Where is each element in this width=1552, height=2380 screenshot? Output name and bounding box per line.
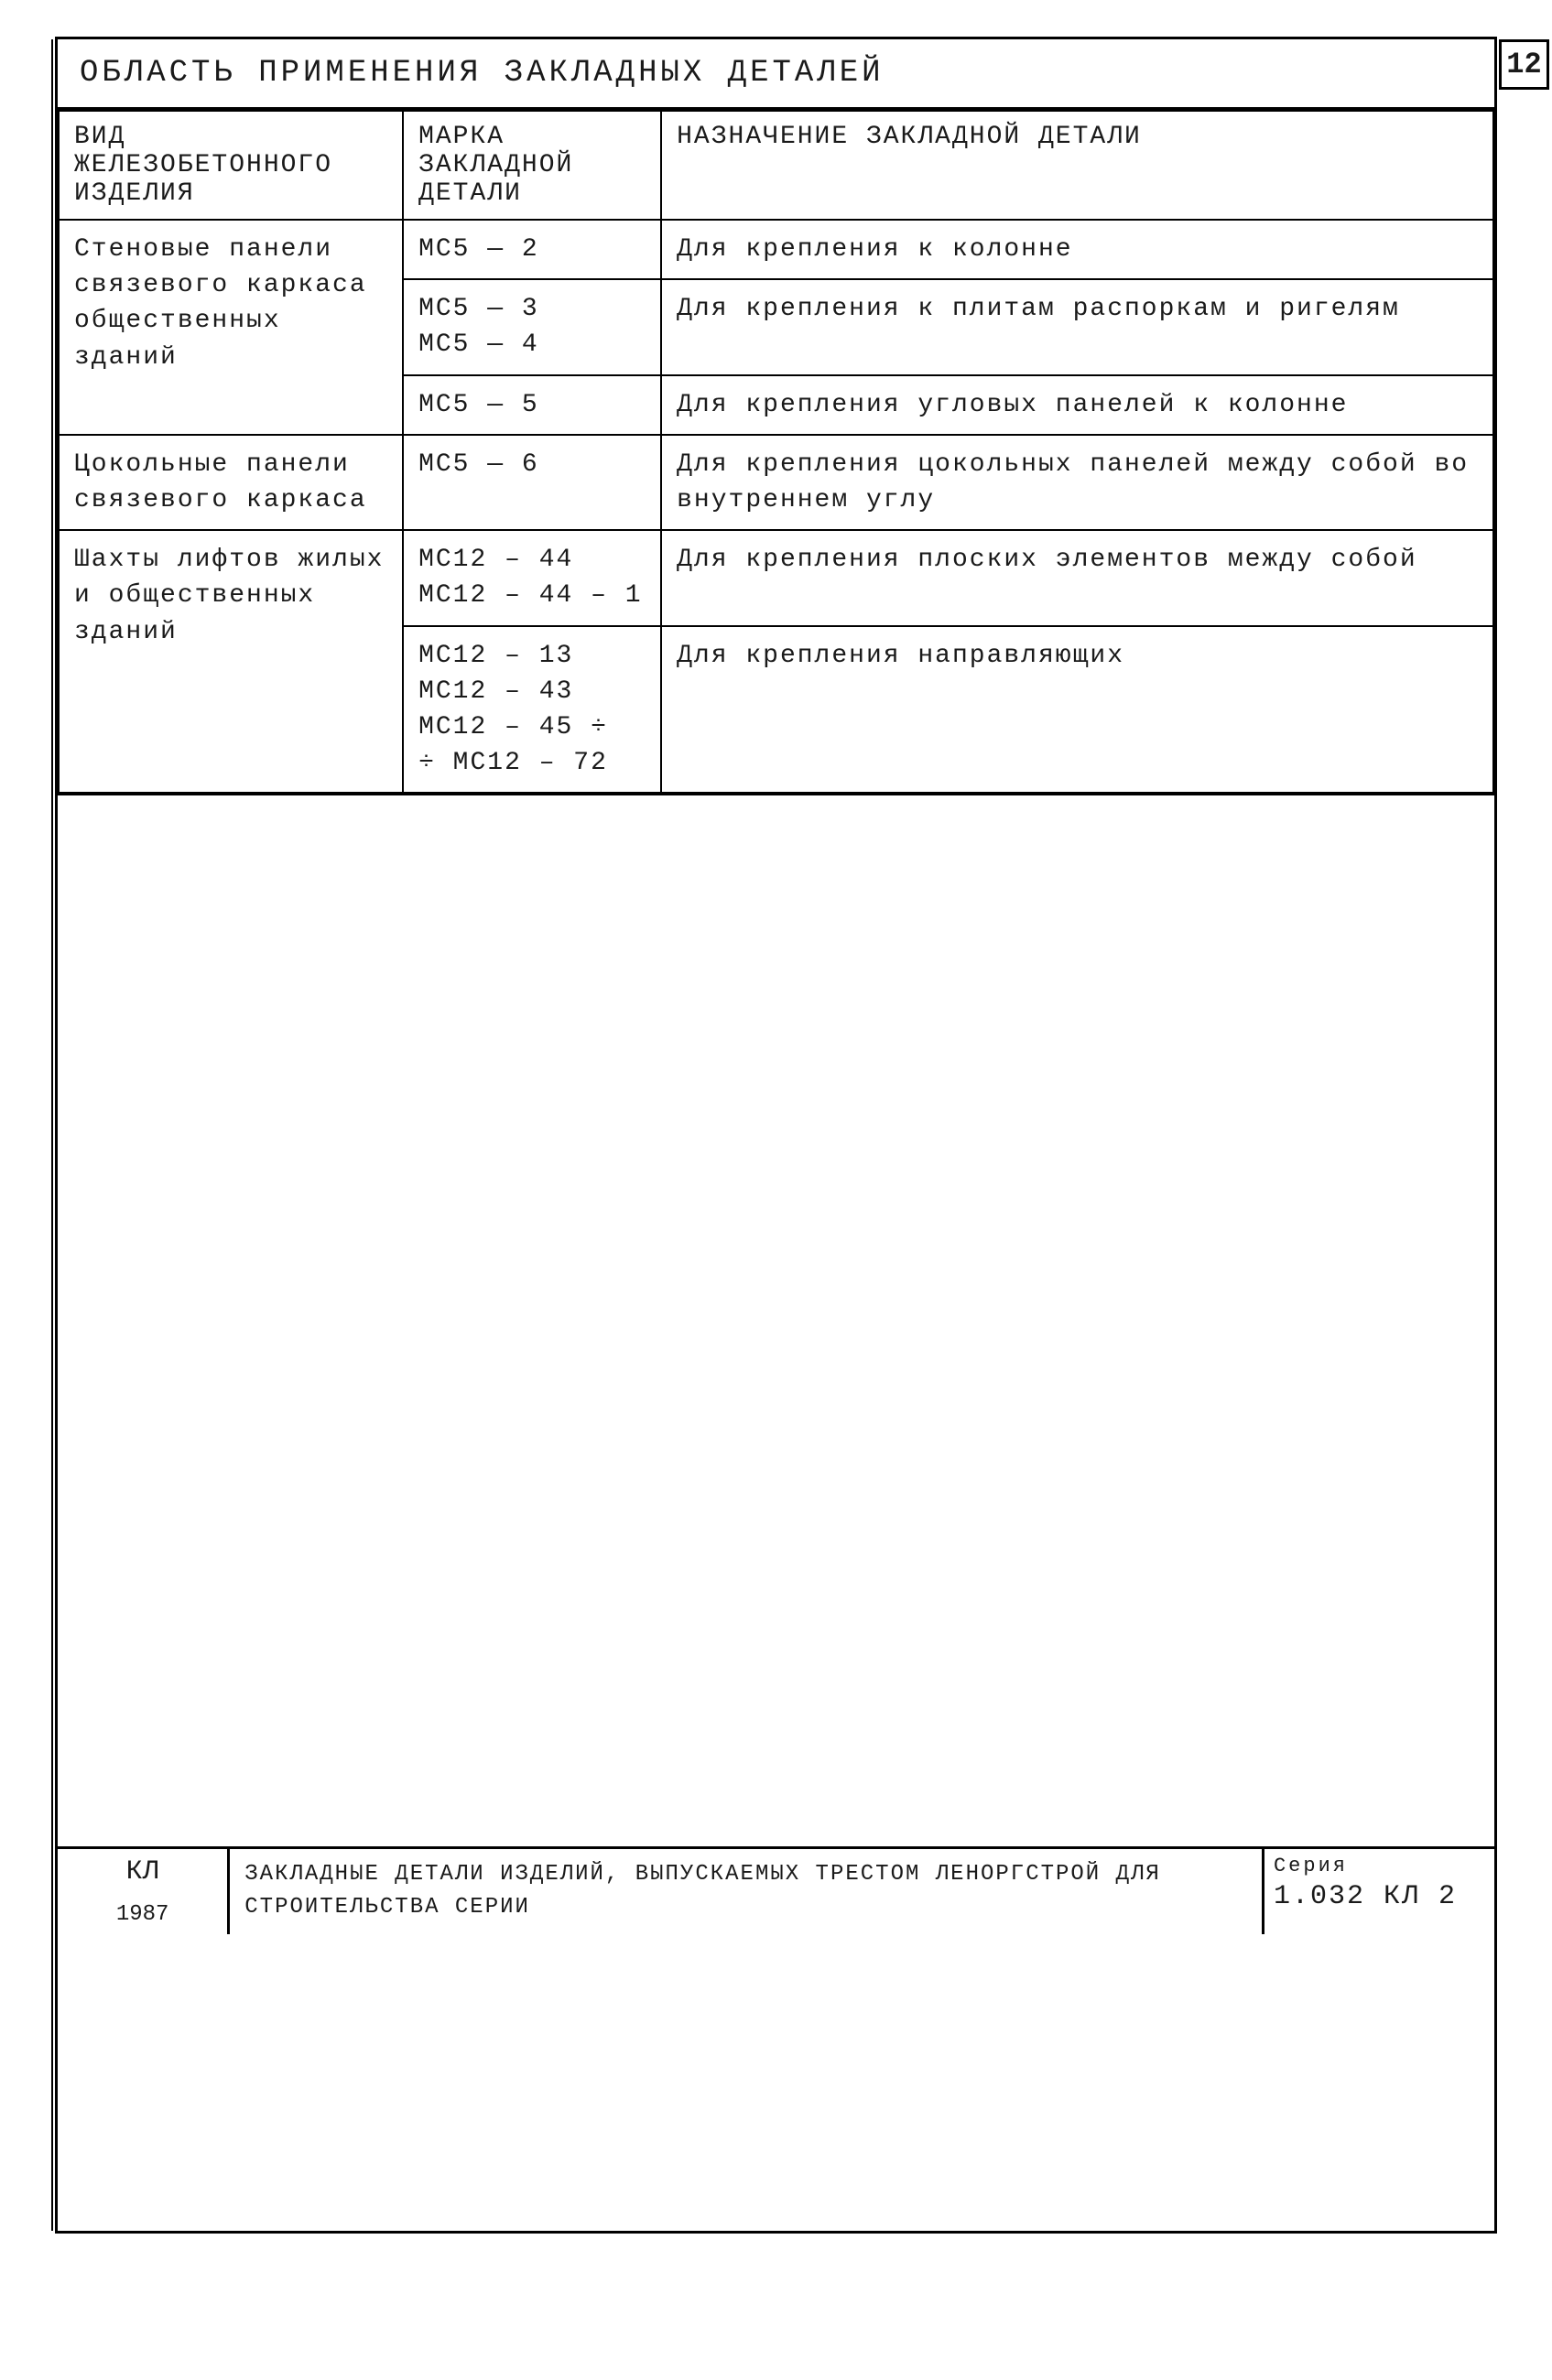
cell-purpose: Для крепления плоских элементов между со… (661, 530, 1493, 625)
cell-purpose: Для крепления к плитам распоркам и ригел… (661, 279, 1493, 374)
cell-mark: МС5 — 5 (403, 375, 661, 435)
footer-year: 1987 (69, 1902, 216, 1927)
main-table: Вид железобетонного изделия Марка заклад… (58, 110, 1494, 794)
table-body: Стеновые панели связевого каркаса общест… (59, 220, 1493, 793)
page-number: 12 (1499, 39, 1549, 90)
header-mark: Марка закладной детали (403, 111, 661, 220)
series-code: 1.032 КЛ 2 (1274, 1881, 1485, 1912)
cell-purpose: Для крепления направляющих (661, 626, 1493, 794)
cell-type: Цокольные панели связевого каркаса (59, 435, 403, 530)
cell-type: Шахты лифтов жилых и общественных зданий (59, 530, 403, 793)
table-row: Шахты лифтов жилых и общественных зданий… (59, 530, 1493, 625)
cell-purpose: Для крепления угловых панелей к колонне (661, 375, 1493, 435)
binding-margin (12, 39, 53, 2231)
cell-purpose: Для крепления к колонне (661, 220, 1493, 279)
table-row: Стеновые панели связевого каркаса общест… (59, 220, 1493, 279)
table-header-row: Вид железобетонного изделия Марка заклад… (59, 111, 1493, 220)
series-label: Серия (1274, 1855, 1485, 1877)
footer-code: КЛ (69, 1856, 216, 1888)
header-purpose: Назначение закладной детали (661, 111, 1493, 220)
cell-purpose: Для крепления цокольных панелей между со… (661, 435, 1493, 530)
table-row: Цокольные панели связевого каркасаМС5 — … (59, 435, 1493, 530)
cell-mark: МС5 — 2 (403, 220, 661, 279)
cell-type: Стеновые панели связевого каркаса общест… (59, 220, 403, 435)
page-frame: 12 Область применения закладных деталей … (55, 37, 1497, 2234)
footer-description: Закладные детали изделий, выпускаемых тр… (230, 1849, 1264, 1934)
empty-area (58, 794, 1494, 1846)
cell-mark: МС12 – 44 МС12 – 44 – 1 (403, 530, 661, 625)
cell-mark: МС5 — 6 (403, 435, 661, 530)
cell-mark: МС5 — 3 МС5 — 4 (403, 279, 661, 374)
header-type: Вид железобетонного изделия (59, 111, 403, 220)
document-title: Область применения закладных деталей (58, 39, 1494, 110)
cell-mark: МС12 – 13 МС12 – 43 МС12 – 45 ÷ ÷ МС12 –… (403, 626, 661, 794)
footer-left: КЛ 1987 (58, 1849, 230, 1934)
footer-series: Серия 1.032 КЛ 2 (1264, 1849, 1494, 1934)
title-block: КЛ 1987 Закладные детали изделий, выпуск… (58, 1846, 1494, 1934)
